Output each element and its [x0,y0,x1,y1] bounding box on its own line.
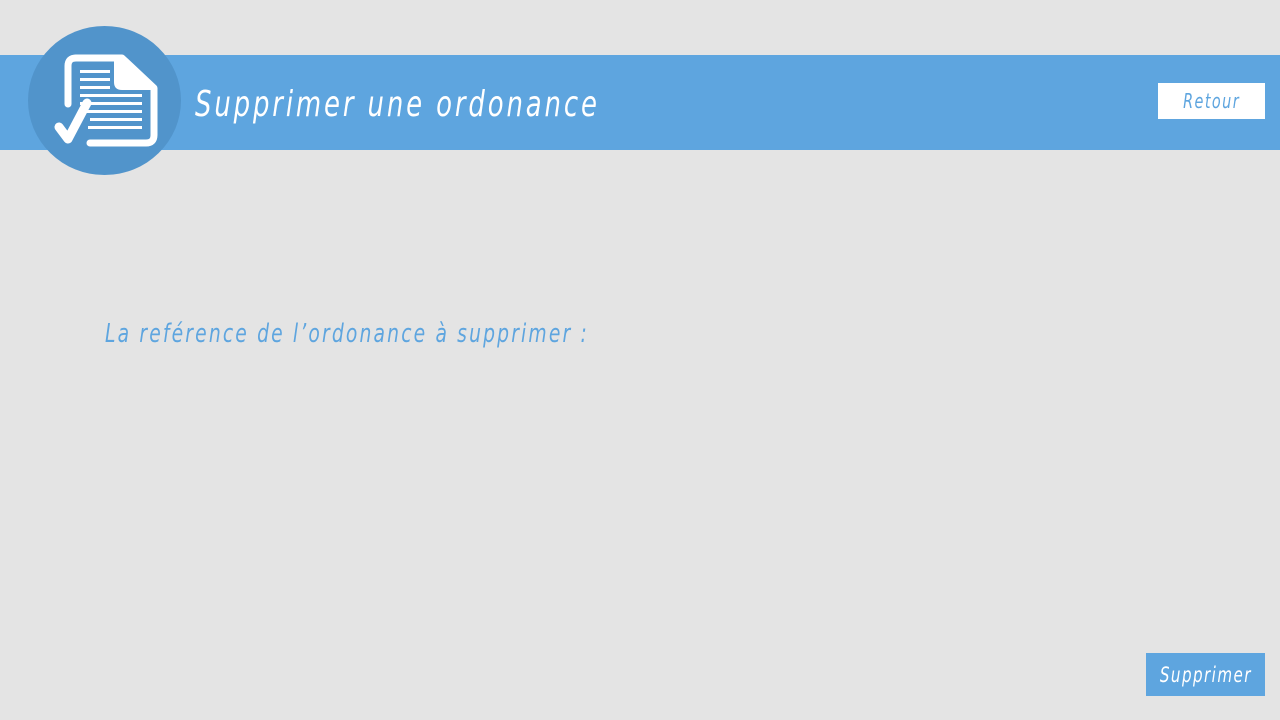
back-button[interactable]: Retour [1158,83,1265,119]
back-button-label: Retour [1182,89,1241,113]
delete-button-label: Supprimer [1159,662,1252,687]
header-band [0,55,1280,150]
page-title: Supprimer une ordonance [195,84,600,125]
reference-label: La reférence de l’ordonance à supprimer … [105,319,589,349]
prescription-checked-document-icon [54,54,158,147]
delete-button[interactable]: Supprimer [1146,653,1265,696]
app-logo [28,26,181,175]
